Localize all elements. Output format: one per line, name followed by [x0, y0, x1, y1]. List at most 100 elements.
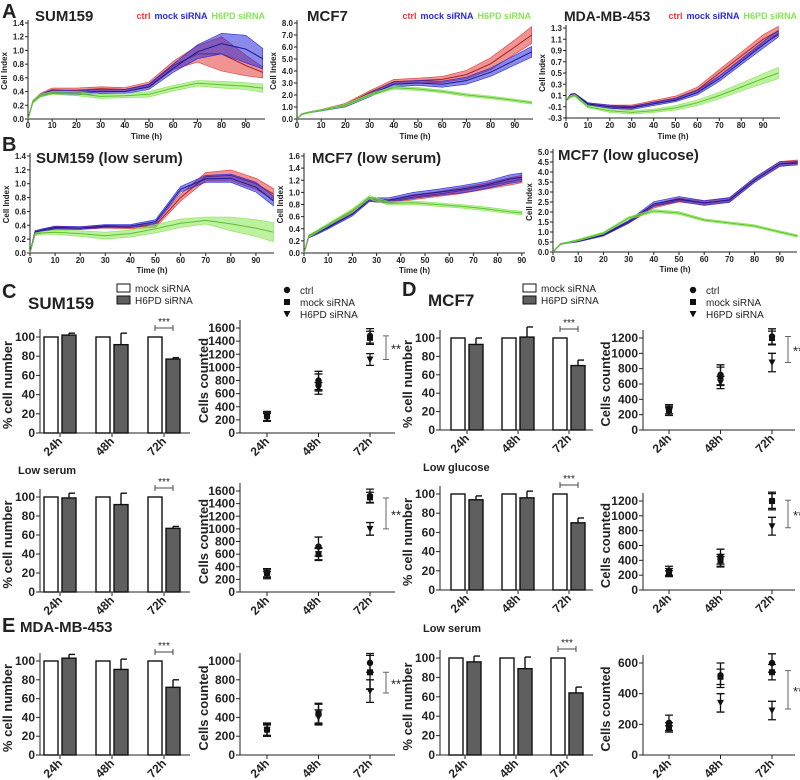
x-tick-label: 20: [599, 255, 608, 264]
significance-label: **: [391, 677, 401, 692]
error-band-mock: [29, 173, 274, 254]
y-tick-label: 100: [15, 654, 35, 668]
y-tick-label: 0.0: [282, 115, 294, 124]
significance-label: **: [391, 507, 401, 522]
bar-mock: [43, 660, 59, 756]
point-triangle-down: [768, 359, 776, 367]
legend-label: H6PD siRNA: [541, 296, 599, 307]
bar-h6pd: [113, 343, 129, 434]
x-tick-label: 60: [169, 121, 178, 130]
series-line-ctrl: [565, 30, 779, 108]
significance-label: ***: [563, 474, 575, 485]
y-tick-label: -0.1: [548, 103, 562, 112]
y-tick-label: 0.0: [289, 249, 301, 258]
legend-mock: mock siRNA: [154, 11, 208, 21]
chart-d6: 0 200 400 600 24h 48h 72h Cells counted **: [598, 653, 800, 780]
x-tick-label: 90: [241, 121, 250, 130]
x-tick-label: 50: [151, 256, 160, 265]
series-line-mock: [29, 177, 274, 254]
x-tick-label: 0: [302, 256, 307, 265]
x-tick-label: 20: [76, 256, 85, 265]
legend-swatch-h6pd: [116, 295, 131, 305]
y-tick-label: 5.0: [538, 148, 550, 157]
y-axis-label: % cell number: [400, 498, 415, 586]
x-tick-label: 90: [251, 256, 260, 265]
x-tick-label: 20: [72, 121, 81, 130]
chart-d5: 0 20 40 60 80 100 24h 48h 72h % cell number *** Low…: [400, 623, 593, 780]
y-tick-label: 7.0: [282, 31, 294, 40]
x-tick-label: 20: [348, 256, 357, 265]
legend-label: mock siRNA: [135, 284, 190, 295]
x-tick-label: 90: [775, 255, 784, 264]
y-tick-label: 1000: [611, 346, 638, 360]
y-tick-label: 80: [422, 670, 436, 684]
chart-title: MCF7 (low serum): [312, 150, 441, 167]
legend-label: H6PD siRNA: [300, 310, 358, 321]
x-tick-label: 72h: [351, 593, 376, 618]
error-band-h6pd: [296, 86, 533, 120]
x-axis-label: Time (h): [399, 266, 430, 275]
x-tick-label: 60: [445, 256, 454, 265]
x-tick-label: 24h: [650, 431, 675, 456]
legend-mock: mock siRNA: [420, 11, 474, 21]
x-tick-label: 50: [671, 121, 680, 130]
point-square: [769, 498, 775, 504]
significance-label: ***: [563, 318, 575, 329]
series-line-mock: [303, 176, 522, 254]
point-triangle-down: [717, 558, 724, 566]
y-tick-label: 0: [228, 585, 235, 599]
significance-label: ***: [158, 477, 170, 488]
series-line-h6pd: [27, 82, 263, 120]
y-tick-label: 40: [422, 709, 436, 723]
legend: ctrl mock siRNA H6PD siRNA: [402, 11, 531, 21]
legend-label: mock siRNA: [541, 284, 596, 295]
y-tick-label: 1.4: [13, 19, 25, 28]
y-tick-label: 0: [631, 423, 638, 437]
y-tick-label: 20: [22, 566, 36, 580]
x-tick-label: 48h: [701, 756, 726, 780]
y-tick-label: 40: [22, 710, 36, 724]
chart-c1: 0 20 40 60 80 100 24h 48h 72h % cell number *** SUM…: [0, 283, 193, 459]
y-tick-label: 200: [215, 729, 235, 743]
bar-mock: [501, 337, 517, 431]
chart-a3: -0.3 -0.1 0.1 0.3 0.5 0.7 0.9 1.1 1.3 0 10 20 30 40 50…: [538, 8, 797, 141]
y-tick-label: 3.0: [282, 79, 294, 88]
x-tick-label: 72h: [753, 591, 778, 616]
significance-bracket: [383, 671, 389, 694]
legend-swatch-h6pd: [522, 295, 537, 305]
x-tick-label: 24h: [448, 591, 473, 616]
x-tick-label: 40: [389, 121, 398, 130]
y-tick-label: 1000: [208, 360, 235, 374]
x-tick-label: 70: [469, 256, 478, 265]
x-tick-label: 0: [26, 121, 31, 130]
error-band-h6pd: [27, 80, 264, 120]
series-line-ctrl: [303, 178, 522, 254]
x-tick-label: 60: [438, 121, 447, 130]
x-tick-label: 48h: [701, 431, 726, 456]
chart-title: SUM159: [35, 8, 93, 25]
y-tick-label: 200: [618, 408, 638, 422]
y-tick-label: 3.0: [538, 188, 550, 197]
bar-h6pd: [519, 336, 535, 431]
y-tick-label: 1600: [208, 321, 235, 335]
significance-bracket: [383, 335, 389, 360]
bar-mock: [147, 336, 163, 434]
bar-mock: [43, 496, 59, 593]
y-tick-label: 3.5: [538, 178, 550, 187]
significance-bracket: [383, 497, 389, 530]
x-tick-label: 72h: [753, 756, 778, 780]
bar-mock: [499, 657, 515, 756]
y-axis-label: Cells counted: [196, 665, 211, 750]
y-tick-label: 60: [422, 525, 436, 539]
x-tick-label: 50: [414, 121, 423, 130]
legend-ctrl: ctrl: [668, 11, 682, 21]
x-tick-label: 30: [372, 256, 381, 265]
point-triangle-down: [665, 725, 673, 733]
y-tick-label: 1.0: [289, 188, 301, 197]
bar-mock: [43, 336, 59, 434]
y-axis-label: Cell Index: [2, 185, 11, 223]
x-tick-label: 24h: [248, 756, 273, 780]
point-square: [367, 669, 373, 676]
legend-swatch-mock: [116, 283, 131, 293]
chart-title: MDA-MB-453: [20, 619, 113, 636]
